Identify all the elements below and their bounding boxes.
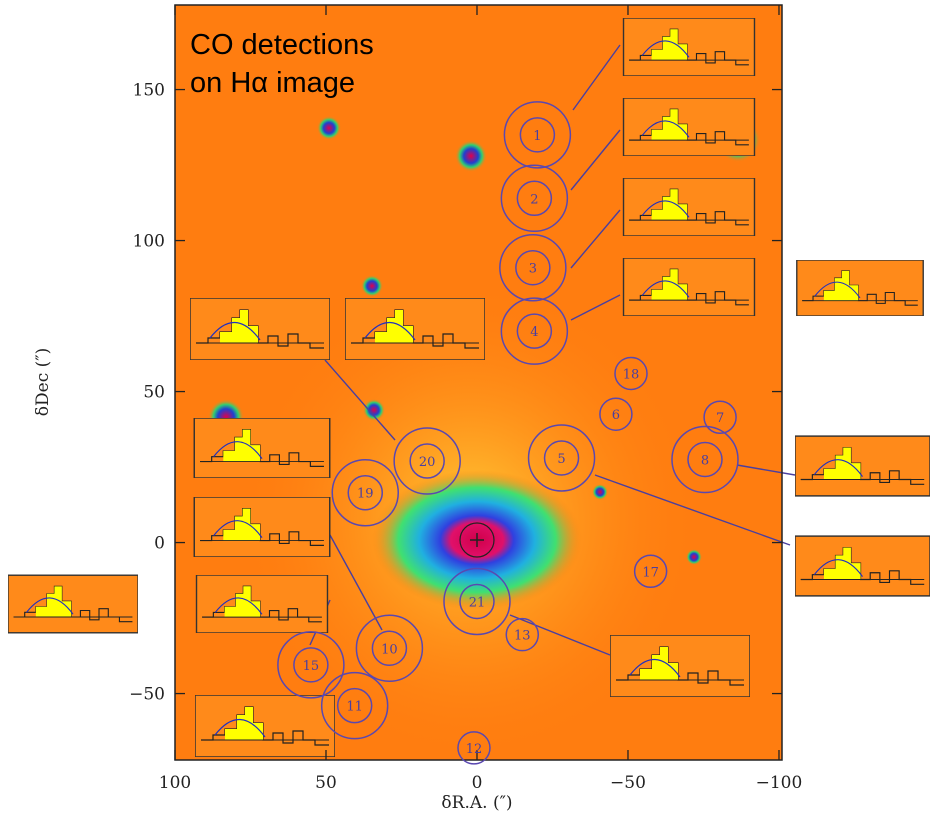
region-label: 18 [623,367,640,382]
region-label: 11 [346,700,363,715]
spectrum-inset [193,497,331,557]
region-circle [277,631,345,699]
star [363,399,385,421]
spectrum-inset [8,574,138,634]
connector [570,294,621,321]
spectrum-inset [796,260,924,316]
region-label: 2 [530,192,538,207]
region-label: 17 [642,565,659,580]
connector [736,464,796,476]
spectrum-inset [622,258,756,316]
x-tick-label: −100 [756,773,803,793]
spectrum-inset [193,418,331,478]
region-circle [393,427,461,495]
chart-title: on Hα image [190,67,355,99]
region-label: 8 [701,454,709,469]
spectrum-inset [195,695,335,757]
region-circle [671,425,739,494]
connector [570,209,621,269]
region-label: 10 [381,642,398,657]
region-circle [499,233,567,302]
region-circle [459,583,495,620]
y-tick-label: −50 [129,685,165,705]
x-tick-label: 0 [472,773,483,793]
region-label: 21 [469,595,486,610]
connector [594,474,791,546]
spectrum-inset [195,575,329,633]
region-circle [527,424,596,492]
region-circle [347,474,384,511]
connector [324,359,396,441]
region-label: 15 [303,659,320,674]
region-label: 20 [419,455,436,470]
region-circle [371,630,408,667]
region-circle [293,647,329,683]
region-circle [505,617,540,652]
x-tick-label: 50 [315,773,337,793]
region-circle [500,297,569,365]
spectrum-inset [190,298,330,360]
spectrum-inset [345,298,485,360]
spectrum-inset [622,178,756,236]
region-circle [516,313,553,349]
region-circle [500,164,569,233]
x-tick-label: 100 [159,773,191,793]
region-circle [516,180,553,217]
star [686,549,702,565]
region-circle [457,731,491,765]
region-label: 5 [557,452,565,467]
region-circle [331,458,400,527]
spectrum-inset [622,18,756,76]
center-cross [470,533,484,547]
star [592,484,608,500]
chart-title: CO detections [190,29,374,61]
region-circle [614,356,648,391]
region-label: 4 [530,325,538,340]
region-circle [355,614,424,683]
region-circle [503,101,572,169]
region-label: 1 [533,129,541,144]
region-circle [443,567,511,636]
y-tick-label: 0 [154,534,165,554]
x-axis-label: δR.A. (″) [441,793,512,813]
region-circle [320,671,389,740]
star [317,116,341,140]
spectrum-inset [795,535,930,597]
y-tick-label: 150 [133,81,165,101]
region-circle [599,397,633,431]
y-tick-label: 100 [133,232,165,252]
region-label: 12 [466,742,483,757]
spectrum-inset [622,98,756,156]
region-circle [703,400,737,434]
region-label: 19 [357,487,374,502]
region-label: 13 [514,629,531,644]
connector [329,534,383,631]
region-label: 6 [612,408,620,423]
region-circle [687,441,723,478]
y-axis-label: δDec (″) [33,348,53,416]
x-tick-label: −50 [610,773,646,793]
region-circle [409,443,445,479]
connector [572,44,621,111]
region-circle [515,249,551,286]
star [361,275,383,297]
region-label: 3 [529,262,537,277]
region-circle [519,117,556,153]
connector [509,614,611,656]
connector [570,129,621,191]
region-label: 7 [716,411,724,426]
spectrum-inset [795,435,930,497]
region-circle [633,554,668,588]
region-circle [336,687,373,724]
region-circle [543,440,580,476]
connectors [309,44,796,656]
center-circle [459,522,495,558]
spectrum-inset [610,635,750,697]
y-tick-label: 50 [143,383,165,403]
frame [174,4,783,761]
star [455,140,487,172]
